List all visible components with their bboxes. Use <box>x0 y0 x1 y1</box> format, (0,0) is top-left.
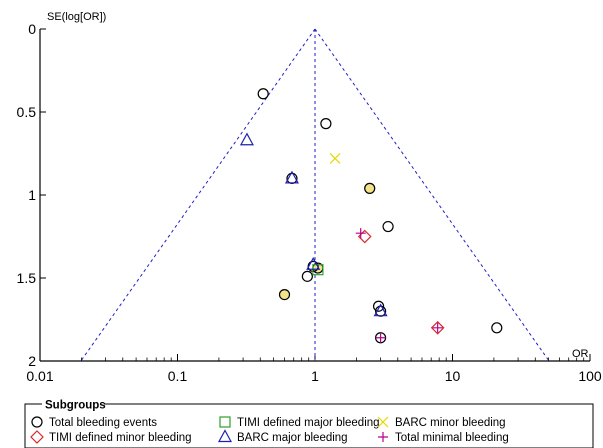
marker-fill <box>279 289 290 300</box>
point-total-minimal-bleeding <box>355 228 366 239</box>
y-tick-label: 0 <box>28 21 36 37</box>
point-barc-major-bleeding <box>284 170 299 184</box>
legend-label: BARC minor bleeding <box>395 417 506 429</box>
legend-label: TIMI defined major bleeding <box>237 417 380 429</box>
point-total-minimal-bleeding <box>375 332 386 343</box>
plot-axes: 0.01 0.1 1 10 100 0 0.5 1 1.5 2 SE(log[OR]) OR <box>17 11 602 384</box>
point-barc-major-bleeding <box>306 256 321 270</box>
y-tick-label: 0.5 <box>17 104 37 120</box>
y-tick-label: 1.5 <box>17 270 37 286</box>
x-tick-label: 100 <box>578 368 602 384</box>
legend-title-bg <box>42 398 104 410</box>
point-total-bleeding-events <box>372 300 385 312</box>
y-axis-title: SE(log[OR]) <box>47 11 106 23</box>
legend-marker <box>377 416 389 428</box>
legend: Subgroups Total bleeding events TIMI defin… <box>24 398 594 448</box>
marker-fill <box>364 183 375 194</box>
x-tick-label: 0.01 <box>26 368 53 384</box>
legend-box <box>24 403 594 448</box>
point-barc-major-bleeding <box>239 132 254 146</box>
point-total-bleeding-events <box>491 322 503 334</box>
y-tick-label: 2 <box>28 353 36 369</box>
legend-label: TIMI defined minor bleeding <box>49 432 192 444</box>
legend-marker <box>219 416 231 428</box>
point-barc-minor-bleeding <box>329 153 341 164</box>
y-tick-label: 1 <box>28 187 36 203</box>
legend-label: BARC major bleeding <box>237 432 348 444</box>
data-markers <box>239 88 503 344</box>
point-total-bleeding-events <box>364 182 376 194</box>
x-tick-label: 0.1 <box>168 368 188 384</box>
point-barc-major-bleeding <box>373 303 388 317</box>
legend-marker <box>31 416 43 428</box>
x-tick-label: 10 <box>445 368 461 384</box>
funnel-lines <box>80 28 550 362</box>
point-total-bleeding-events <box>257 88 269 100</box>
legend-marker <box>217 429 233 443</box>
funnel-right-limit <box>314 28 550 362</box>
x-tick-label: 1 <box>311 368 319 384</box>
legend-label: Total minimal bleeding <box>395 432 509 444</box>
point-total-minimal-bleeding <box>432 322 443 333</box>
legend-marker <box>30 430 44 444</box>
point-total-bleeding-events <box>320 118 332 130</box>
point-timi-defined-minor-bleeding <box>430 320 445 335</box>
point-total-bleeding-events <box>301 270 313 282</box>
legend-title: Subgroups <box>45 400 106 412</box>
funnel-left-limit <box>80 28 316 362</box>
legend-label: Total bleeding events <box>49 417 157 429</box>
x-axis-title: OR <box>572 348 589 360</box>
legend-marker <box>378 432 388 442</box>
point-total-bleeding-events <box>278 289 291 301</box>
point-total-bleeding-events <box>382 220 394 233</box>
